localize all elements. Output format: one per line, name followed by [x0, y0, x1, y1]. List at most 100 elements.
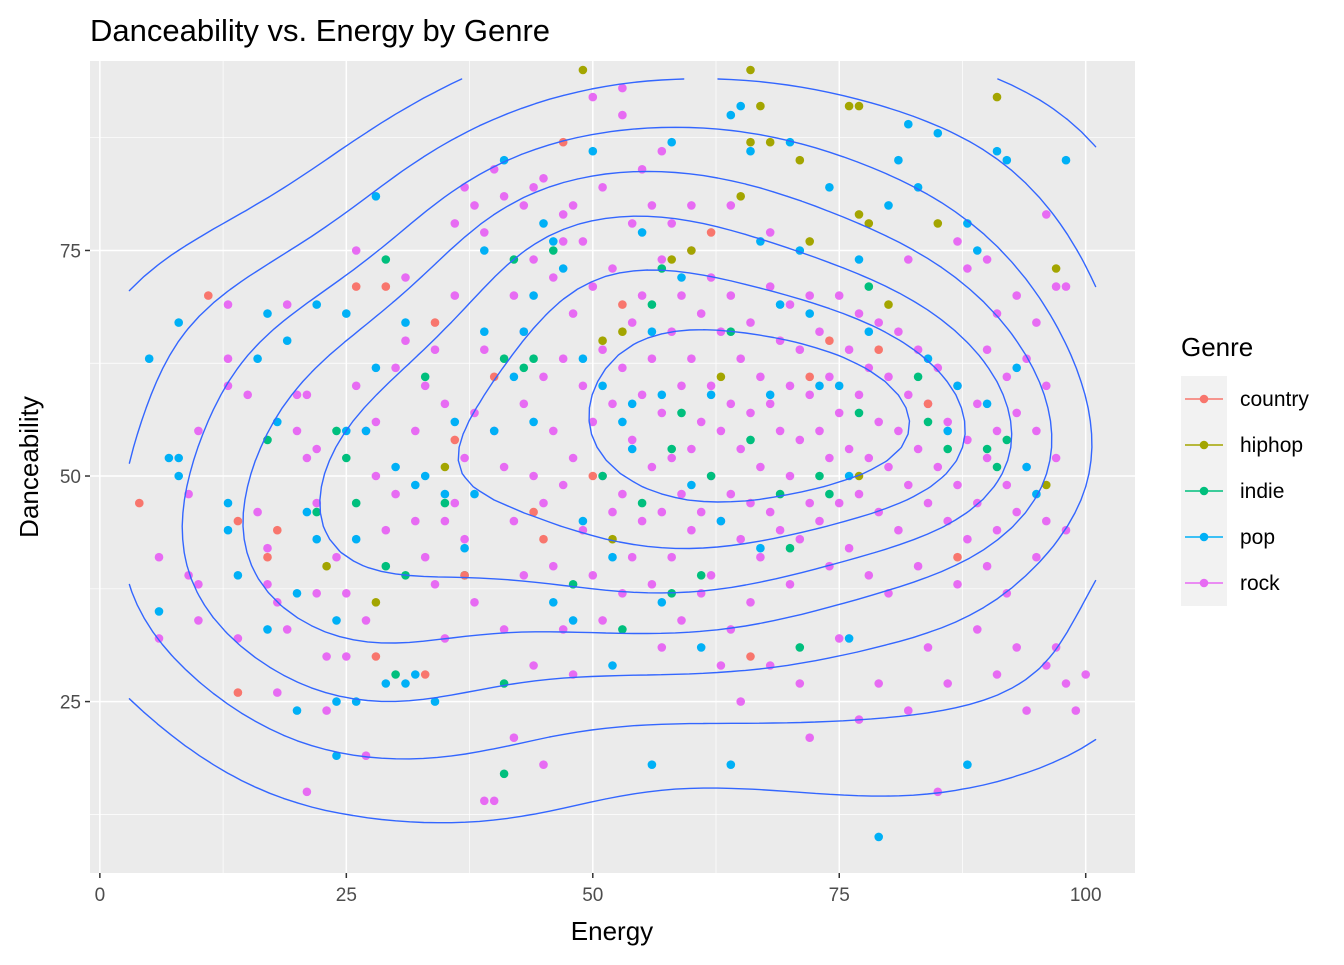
point-pop — [411, 480, 420, 490]
point-rock — [884, 372, 893, 382]
point-pop — [578, 516, 588, 526]
point-pop — [933, 128, 943, 138]
x-tick-label: 50 — [582, 885, 603, 906]
point-rock — [726, 489, 736, 499]
point-rock — [401, 336, 410, 346]
point-pop — [1002, 155, 1012, 165]
point-rock — [1012, 643, 1021, 652]
point-rock — [558, 480, 568, 490]
point-pop — [874, 832, 883, 842]
point-rock — [529, 471, 538, 481]
point-pop — [529, 417, 538, 427]
legend-key-hiphop — [1199, 440, 1209, 450]
point-hiphop — [716, 372, 726, 382]
point-rock — [401, 273, 410, 282]
point-rock — [529, 661, 538, 670]
point-rock — [647, 201, 657, 210]
point-pop — [401, 318, 410, 327]
point-country — [204, 291, 213, 300]
point-rock — [588, 417, 598, 427]
point-rock — [775, 426, 785, 436]
point-pop — [657, 598, 667, 607]
y-tick-label: 50 — [60, 467, 81, 488]
point-rock — [854, 489, 864, 499]
point-rock — [904, 480, 913, 490]
point-pop — [706, 390, 716, 400]
point-country — [371, 652, 381, 661]
legend-key-rock — [1199, 578, 1209, 588]
point-rock — [499, 625, 509, 634]
point-rock — [1032, 426, 1041, 436]
point-rock — [834, 291, 844, 300]
point-rock — [894, 327, 903, 337]
point-rock — [598, 345, 607, 355]
point-rock — [292, 390, 302, 400]
point-rock — [637, 516, 647, 526]
point-rock — [785, 580, 795, 589]
legend-title: Genre — [1181, 332, 1253, 362]
point-indie — [825, 489, 834, 499]
point-rock — [539, 760, 548, 769]
point-rock — [963, 534, 972, 544]
point-indie — [332, 426, 341, 436]
point-rock — [342, 652, 351, 661]
point-rock — [913, 444, 923, 454]
point-rock — [844, 543, 854, 553]
point-rock — [677, 291, 686, 300]
point-rock — [805, 291, 814, 300]
point-hiphop — [884, 300, 893, 309]
point-pop — [253, 354, 262, 364]
point-pop — [223, 498, 233, 508]
point-hiphop — [795, 155, 805, 165]
point-pop — [618, 417, 627, 427]
point-hiphop — [736, 192, 745, 201]
point-pop — [746, 146, 755, 156]
point-country — [953, 552, 962, 562]
point-rock — [696, 417, 706, 427]
point-pop — [371, 363, 381, 373]
point-indie — [381, 561, 391, 571]
point-rock — [470, 201, 479, 210]
point-rock — [687, 525, 696, 535]
point-rock — [647, 580, 657, 589]
point-pop — [854, 255, 864, 264]
point-rock — [430, 345, 440, 355]
point-country — [450, 435, 460, 445]
point-rock — [578, 237, 588, 246]
point-rock — [558, 354, 568, 364]
point-rock — [943, 679, 952, 688]
point-rock — [716, 327, 726, 337]
point-rock — [588, 282, 598, 291]
point-pop — [627, 444, 637, 454]
point-rock — [450, 498, 460, 508]
point-pop — [627, 399, 637, 409]
density-contour-line — [242, 170, 1053, 644]
point-pop — [834, 381, 844, 391]
major-gridlines — [90, 61, 1135, 873]
point-rock — [805, 390, 814, 400]
legend: Genre country hiphop indie pop rock — [1181, 332, 1309, 606]
point-rock — [1071, 706, 1081, 715]
density-contour-line — [319, 215, 1013, 594]
point-rock — [292, 426, 302, 436]
point-rock — [558, 210, 568, 219]
point-indie — [854, 408, 864, 418]
point-rock — [795, 345, 805, 355]
point-rock — [273, 688, 282, 697]
point-rock — [716, 426, 726, 436]
point-rock — [726, 201, 736, 210]
point-rock — [1061, 282, 1071, 291]
point-rock — [420, 381, 430, 391]
y-tick-label: 75 — [60, 241, 81, 262]
point-indie — [499, 354, 509, 364]
legend-items: country hiphop indie pop rock — [1181, 376, 1309, 606]
x-axis-ticks: 0 25 50 75 100 — [95, 873, 1102, 906]
point-indie — [746, 435, 755, 445]
point-rock — [864, 453, 874, 463]
point-rock — [440, 399, 450, 409]
density-contour-line — [128, 78, 1097, 824]
point-pop — [568, 616, 578, 625]
point-rock — [558, 237, 568, 246]
point-country — [233, 516, 243, 526]
point-rock — [815, 426, 824, 436]
